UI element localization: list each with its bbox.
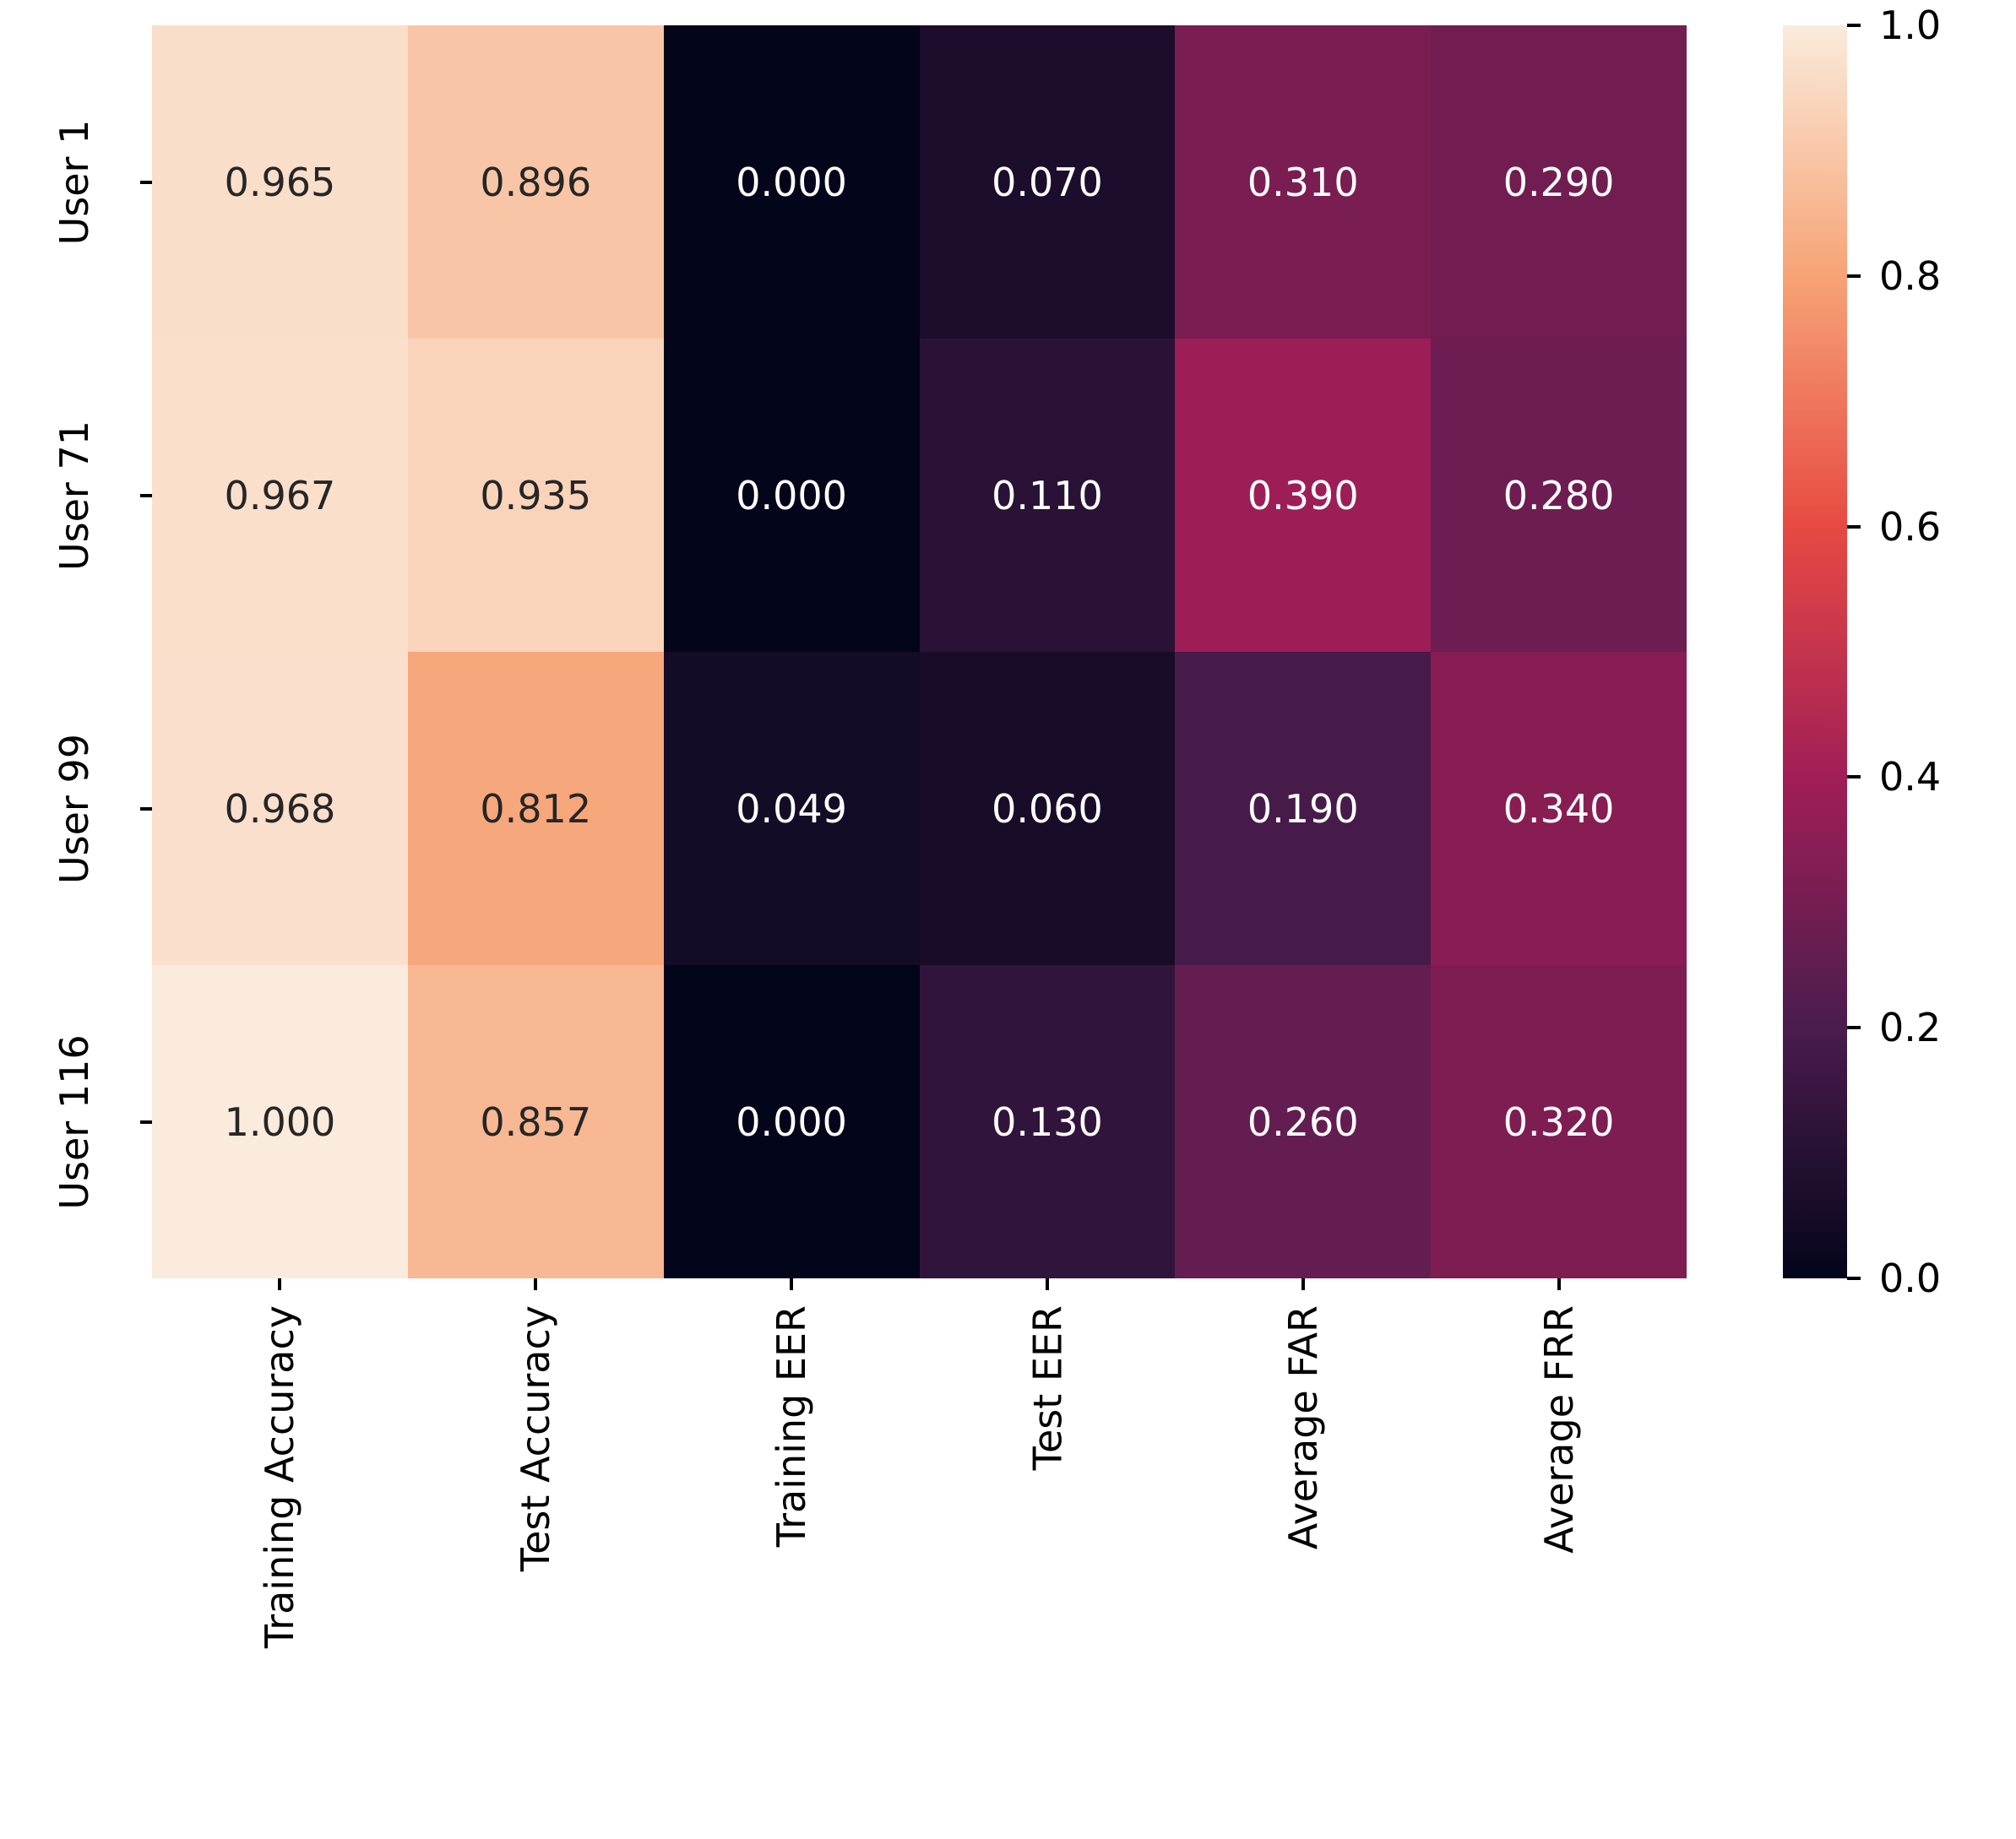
cell-value: 0.935 bbox=[480, 472, 592, 518]
heatmap-cell: 0.935 bbox=[407, 339, 664, 652]
cell-value: 0.965 bbox=[224, 159, 336, 205]
heatmap-cell: 0.857 bbox=[407, 965, 664, 1278]
colorbar-tick bbox=[1847, 1026, 1861, 1030]
x-axis-tick bbox=[534, 1278, 538, 1290]
heatmap-cell: 0.812 bbox=[407, 652, 664, 965]
heatmap-cell: 0.260 bbox=[1175, 965, 1432, 1278]
x-axis-tick bbox=[1557, 1278, 1561, 1290]
cell-value: 0.340 bbox=[1502, 785, 1615, 832]
y-axis-tick bbox=[140, 493, 152, 497]
heatmap-cell: 0.290 bbox=[1431, 25, 1687, 339]
heatmap-cell: 0.000 bbox=[663, 25, 920, 339]
column-label: Training Accuracy bbox=[257, 1305, 303, 1649]
y-axis-tick bbox=[140, 180, 152, 184]
cell-value: 0.060 bbox=[992, 785, 1103, 832]
y-axis-tick bbox=[140, 806, 152, 811]
row-label: User 99 bbox=[52, 733, 97, 884]
x-axis-tick bbox=[790, 1278, 794, 1290]
cell-value: 0.968 bbox=[224, 785, 336, 832]
heatmap-cell: 0.310 bbox=[1175, 25, 1432, 339]
x-axis-tick bbox=[1301, 1278, 1305, 1290]
column-label: Test EER bbox=[1024, 1305, 1070, 1471]
row-label: User 116 bbox=[52, 1033, 97, 1210]
heatmap-cell: 0.965 bbox=[152, 25, 408, 339]
heatmap-cell: 0.968 bbox=[152, 652, 408, 965]
heatmap-cell: 0.049 bbox=[663, 652, 920, 965]
colorbar-tick bbox=[1847, 24, 1861, 27]
colorbar-tick-label: 0.6 bbox=[1879, 503, 1942, 550]
cell-value: 0.000 bbox=[736, 472, 847, 518]
cell-value: 0.280 bbox=[1502, 472, 1615, 518]
colorbar-tick bbox=[1847, 524, 1861, 529]
row-label: User 1 bbox=[52, 119, 97, 245]
cell-value: 0.310 bbox=[1247, 159, 1359, 205]
heatmap-cell: 0.000 bbox=[663, 965, 920, 1278]
cell-value: 0.000 bbox=[736, 159, 847, 205]
heatmap-cell: 1.000 bbox=[152, 965, 408, 1278]
heatmap-cell: 0.000 bbox=[663, 339, 920, 652]
colorbar-tick-label: 0.2 bbox=[1879, 1005, 1942, 1051]
heatmap-cell: 0.130 bbox=[919, 965, 1176, 1278]
cell-value: 0.260 bbox=[1247, 1099, 1359, 1145]
heatmap-cell: 0.070 bbox=[919, 25, 1176, 339]
column-label: Training EER bbox=[769, 1305, 815, 1548]
row-label: User 71 bbox=[52, 420, 97, 571]
cell-value: 0.390 bbox=[1247, 472, 1359, 518]
colorbar-tick bbox=[1847, 274, 1861, 278]
cell-value: 0.812 bbox=[480, 785, 592, 832]
cell-value: 1.000 bbox=[224, 1099, 336, 1145]
heatmap-grid: 0.965 0.896 0.000 0.070 0.310 0.290 0.967 0.935… bbox=[152, 25, 1687, 1278]
column-label: Average FAR bbox=[1280, 1305, 1326, 1550]
cell-value: 0.857 bbox=[480, 1099, 592, 1145]
heatmap-cell: 0.896 bbox=[407, 25, 664, 339]
colorbar-tick bbox=[1847, 1277, 1861, 1280]
heatmap-cell: 0.340 bbox=[1431, 652, 1687, 965]
column-label: Average FRR bbox=[1535, 1305, 1582, 1554]
cell-value: 0.070 bbox=[992, 159, 1103, 205]
cell-value: 0.320 bbox=[1502, 1099, 1615, 1145]
colorbar-tick-label: 0.4 bbox=[1879, 754, 1942, 800]
cell-value: 0.190 bbox=[1247, 785, 1359, 832]
heatmap-cell: 0.110 bbox=[919, 339, 1176, 652]
cell-value: 0.049 bbox=[736, 785, 847, 832]
colorbar bbox=[1783, 25, 1847, 1278]
heatmap-cell: 0.060 bbox=[919, 652, 1176, 965]
cell-value: 0.000 bbox=[736, 1099, 847, 1145]
colorbar-tick-label: 0.8 bbox=[1879, 252, 1942, 299]
x-axis-tick bbox=[1045, 1278, 1049, 1290]
heatmap-cell: 0.967 bbox=[152, 339, 408, 652]
cell-value: 0.110 bbox=[992, 472, 1103, 518]
heatmap-cell: 0.320 bbox=[1431, 965, 1687, 1278]
cell-value: 0.967 bbox=[224, 472, 336, 518]
y-axis-tick bbox=[140, 1120, 152, 1124]
cell-value: 0.290 bbox=[1502, 159, 1615, 205]
heatmap-cell: 0.190 bbox=[1175, 652, 1432, 965]
cell-value: 0.130 bbox=[992, 1099, 1103, 1145]
heatmap-cell: 0.390 bbox=[1175, 339, 1432, 652]
colorbar-tick-label: 1.0 bbox=[1879, 3, 1942, 48]
x-axis-tick bbox=[278, 1278, 282, 1290]
heatmap-cell: 0.280 bbox=[1431, 339, 1687, 652]
cell-value: 0.896 bbox=[480, 159, 592, 205]
colorbar-tick-label: 0.0 bbox=[1879, 1256, 1942, 1301]
colorbar-tick bbox=[1847, 775, 1861, 779]
column-label: Test Accuracy bbox=[513, 1305, 559, 1572]
